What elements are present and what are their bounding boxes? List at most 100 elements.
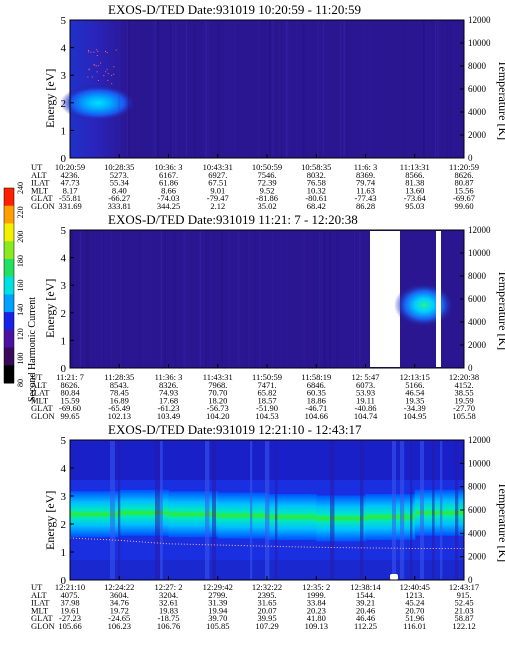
orbit-value: 33.84 [307, 598, 327, 608]
y-tick-label: 1 [61, 335, 67, 347]
orbit-value: 47.73 [60, 178, 79, 188]
noise-streak [205, 231, 207, 367]
energy-band-segment [365, 494, 416, 540]
colorbar-swatch [4, 188, 14, 207]
orbit-value: 17.68 [159, 395, 178, 405]
y-tick-label: 1 [61, 547, 67, 559]
colorbar-label: Second Harmonic Current [27, 297, 38, 402]
noise-streak [281, 21, 282, 157]
noise-streak [343, 21, 345, 157]
y-tick-label: 0 [61, 363, 67, 375]
orbit-value: 5166. [405, 380, 424, 390]
y2-tick-label: 8000 [468, 271, 487, 281]
noise-streak [142, 231, 145, 367]
orbit-value: 105.85 [206, 621, 229, 631]
panel-1-ylabel-left: Energy [eV] [43, 69, 57, 128]
vertical-stripe [275, 441, 278, 579]
orbit-value: 99.65 [60, 411, 79, 421]
noise-dot [115, 49, 117, 51]
orbit-value: 13.60 [405, 185, 424, 195]
orbit-value: 35.02 [257, 201, 276, 211]
row-label: ILAT [31, 598, 50, 608]
noise-streak [128, 21, 130, 157]
orbit-value: 18.86 [307, 395, 326, 405]
noise-streak [143, 231, 145, 367]
vertical-stripe [410, 441, 413, 579]
orbit-value: 8369. [356, 170, 375, 180]
vertical-stripe [360, 441, 364, 579]
orbit-value: -65.49 [108, 403, 130, 413]
colorbar-swatch [4, 347, 14, 366]
noise-streak [353, 231, 355, 367]
orbit-value: 45.24 [405, 598, 425, 608]
noise-streak [271, 231, 273, 367]
colorbar-swatch [4, 223, 14, 242]
orbit-value: 19.72 [110, 605, 129, 615]
noise-dot [93, 64, 95, 66]
orbit-value: -77.43 [355, 193, 377, 203]
y2-tick-label: 6000 [468, 84, 487, 94]
colorbar-tick-label: 220 [16, 206, 25, 218]
orbit-value: 104.95 [403, 411, 426, 421]
orbit-value: 8543. [110, 380, 129, 390]
noise-streak [303, 21, 305, 157]
vertical-stripe [205, 441, 210, 579]
row-label: GLAT [31, 613, 54, 623]
noise-streak [264, 21, 267, 157]
noise-streak [199, 231, 202, 367]
y2-tick-label: 10000 [468, 458, 491, 468]
panel-3-stripes [110, 441, 459, 580]
noise-streak [271, 21, 273, 157]
noise-streak [305, 21, 307, 157]
noise-streak [447, 21, 449, 157]
ut-value: 11:28:35 [104, 372, 134, 382]
row-label: GLAT [31, 403, 54, 413]
orbit-value: 39.95 [257, 613, 276, 623]
orbit-value: 8.66 [161, 185, 176, 195]
orbit-value: 8626. [454, 170, 473, 180]
noise-streak [120, 231, 122, 367]
row-label: MLT [31, 185, 49, 195]
orbit-value: 80.84 [60, 388, 80, 398]
vertical-stripe [400, 441, 405, 579]
orbit-value: 9.01 [210, 185, 225, 195]
noise-streak [132, 21, 134, 157]
noise-streak [164, 231, 166, 367]
y-tick-label: 0 [61, 575, 67, 587]
noise-streak [335, 231, 337, 367]
colorbar-ticks: 80 100 120 140 160 180 200 220 240 [16, 182, 25, 387]
y-tick-label: 2 [61, 519, 67, 531]
noise-streak [175, 21, 177, 157]
orbit-value: 122.12 [452, 621, 475, 631]
noise-streak [285, 21, 288, 157]
y-tick-label: 5 [61, 15, 67, 27]
orbit-value: 21.03 [454, 605, 473, 615]
noise-streak [342, 21, 343, 157]
panel-2-ylabel-right: Temperature [K] [496, 270, 505, 350]
y-tick-label: 4 [61, 43, 67, 55]
orbit-value: 74.93 [159, 388, 178, 398]
orbit-value: 60.35 [307, 388, 326, 398]
panel-3: EXOS-D/TED Date:931019 12:21:10 - 12:43:… [31, 422, 505, 631]
noise-streak [287, 21, 289, 157]
noise-dot [103, 75, 105, 77]
noise-dot [91, 76, 93, 78]
panel-2-ion-blob [394, 283, 454, 327]
panel-2-title: EXOS-D/TED Date:931019 11:21: 7 - 12:20:… [108, 212, 358, 227]
colorbar-tick-label: 100 [16, 353, 25, 365]
noise-streak [389, 21, 390, 157]
noise-streak [258, 21, 260, 157]
orbit-value: 46.54 [405, 388, 425, 398]
noise-streak [425, 21, 427, 157]
noise-dot [105, 71, 107, 73]
orbit-value: 76.58 [307, 178, 326, 188]
noise-streak [183, 231, 186, 367]
orbit-value: -27.70 [453, 403, 475, 413]
ut-value: 10:58:35 [301, 162, 331, 172]
noise-streak [252, 231, 254, 367]
ut-value: 10:43:31 [203, 162, 233, 172]
orbit-value: 80.87 [454, 178, 473, 188]
orbit-value: 106.23 [108, 621, 131, 631]
orbit-value: 6846. [307, 380, 326, 390]
noise-streak [271, 21, 273, 157]
